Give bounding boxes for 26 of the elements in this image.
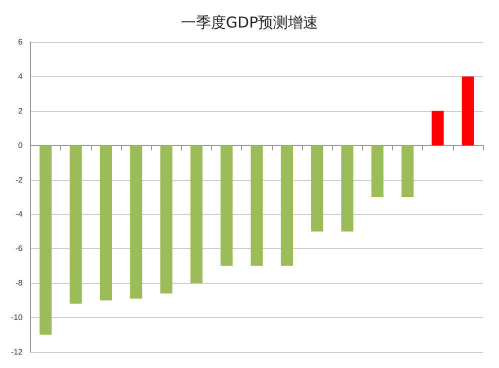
bar [190, 145, 202, 284]
bar [462, 76, 474, 146]
y-tick-label: -12 [11, 348, 24, 356]
y-tick-label: -8 [15, 278, 24, 288]
y-tick-label: -4 [15, 210, 24, 219]
y-tick-label: -2 [15, 175, 24, 184]
bar [341, 145, 354, 232]
bar [250, 145, 263, 266]
y-tick-label: 6 [18, 38, 24, 46]
y-tick-label: 4 [18, 72, 24, 81]
y-tick-label: -6 [15, 244, 24, 254]
bar [280, 145, 293, 266]
bar [70, 145, 82, 304]
y-tick-label: 2 [18, 106, 24, 116]
chart-title: 一季度GDP预测增速 [180, 14, 318, 32]
y-tick-label: -10 [11, 313, 24, 322]
bar [311, 145, 324, 232]
bar [40, 145, 52, 335]
bar [432, 110, 444, 146]
bar [220, 145, 233, 266]
bar [130, 145, 142, 299]
bar [371, 145, 384, 197]
bar [160, 145, 172, 294]
bar [100, 145, 112, 300]
y-tick-label: 0 [18, 140, 24, 150]
bar [402, 145, 414, 197]
